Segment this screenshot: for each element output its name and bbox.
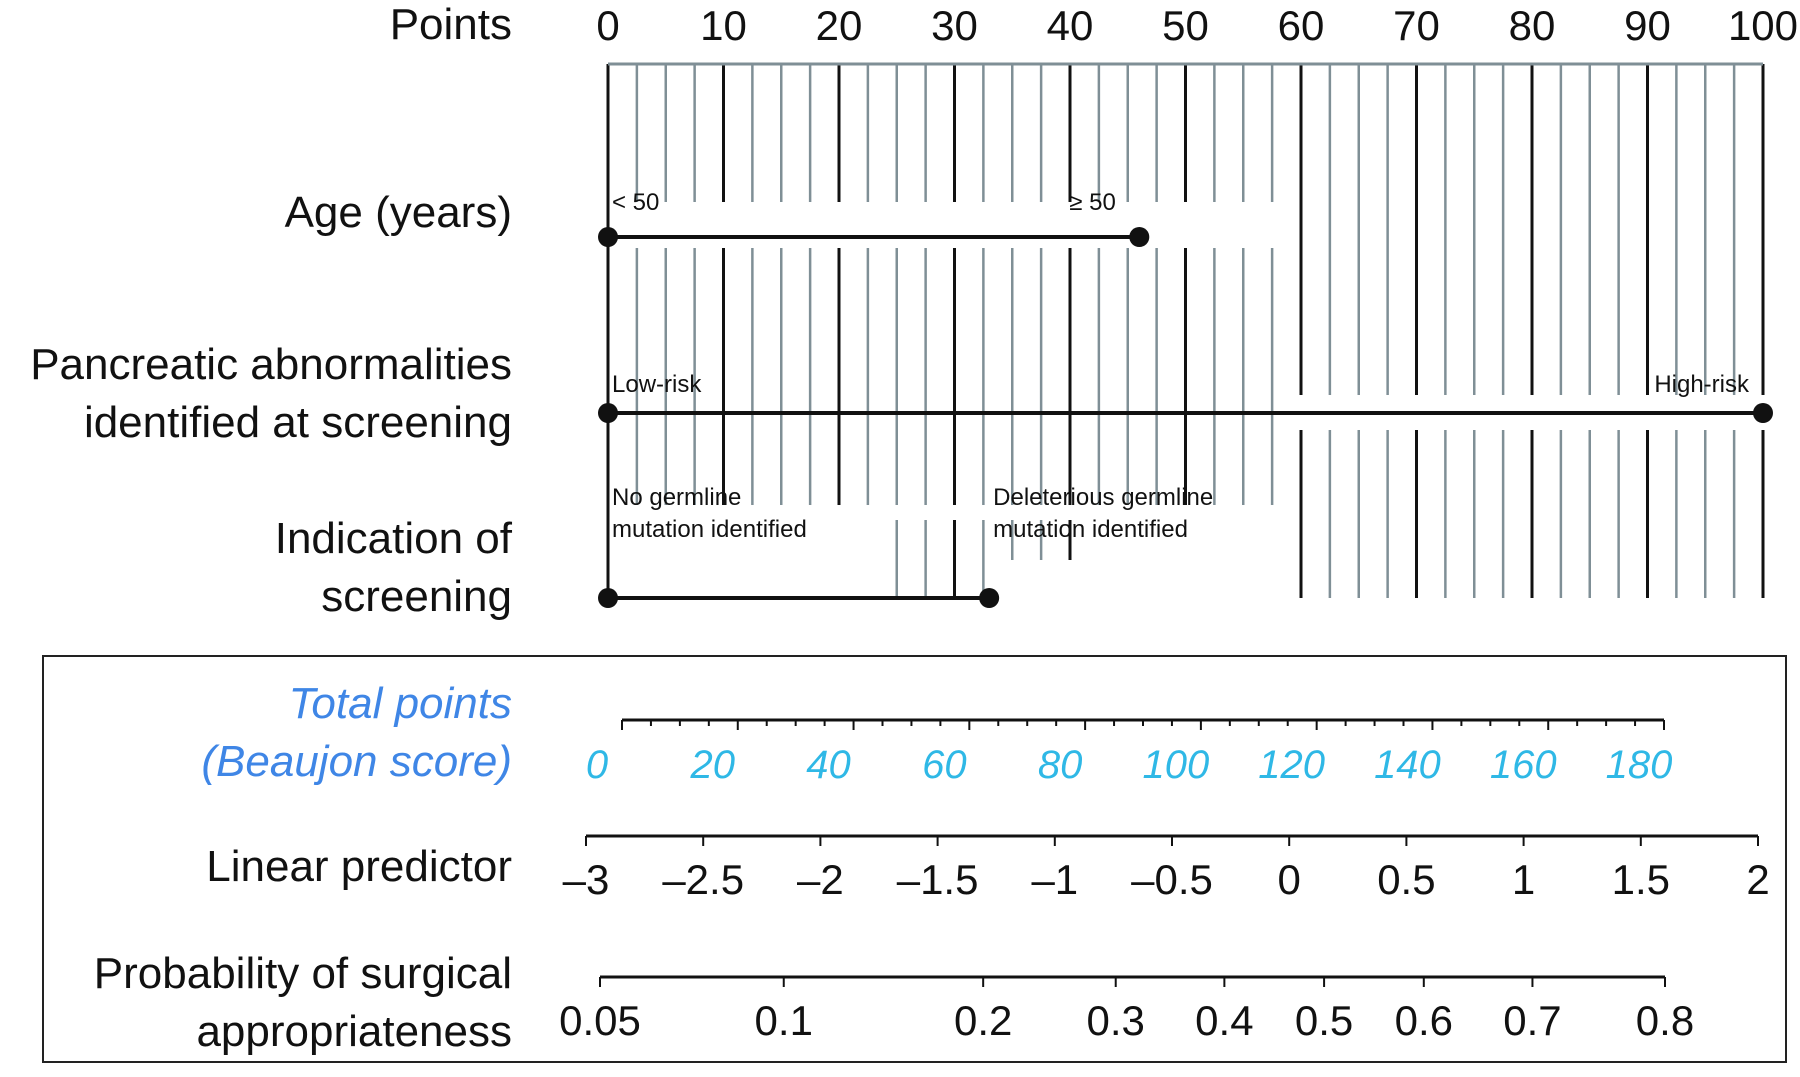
linear-predictor-tick-label: –2.5	[662, 856, 744, 903]
linear-predictor-tick-label: 1.5	[1612, 856, 1670, 903]
points-tick-label: 70	[1393, 2, 1440, 49]
level-label: mutation identified	[612, 516, 807, 543]
points-tick-label: 40	[1047, 2, 1094, 49]
linear-predictor-tick-label: –1	[1031, 856, 1078, 903]
total-points-tick-label: 180	[1606, 743, 1673, 787]
probability-tick-label: 0.8	[1636, 997, 1694, 1044]
probability-tick-label: 0.1	[755, 997, 813, 1044]
level-label: Low-risk	[612, 371, 702, 398]
points-tick-label: 0	[596, 2, 619, 49]
probability-tick-label: 0.2	[954, 997, 1012, 1044]
total-points-label: Total points (Beaujon score)	[201, 679, 512, 786]
probability-tick-label: 0.4	[1195, 997, 1253, 1044]
probability-tick-label: 0.7	[1503, 997, 1561, 1044]
level-label: Deleterious germline	[993, 484, 1213, 511]
linear-predictor-tick-label: 0	[1278, 856, 1301, 903]
level-point	[979, 588, 1000, 608]
linear-predictor-tick-label: –0.5	[1131, 856, 1213, 903]
total-points-tick-label: 60	[922, 743, 967, 787]
linear-predictor-tick-label: 0.5	[1377, 856, 1435, 903]
level-point	[1753, 403, 1773, 423]
total-points-tick-label: 100	[1143, 743, 1210, 787]
linear-predictor-label: Linear predictor	[206, 842, 512, 891]
level-point	[598, 227, 618, 247]
total-points-tick-label: 120	[1258, 743, 1325, 787]
points-tick-label: 100	[1728, 2, 1798, 49]
points-tick-label: 60	[1278, 2, 1325, 49]
points-tick-label: 80	[1509, 2, 1556, 49]
level-label: No germline	[612, 484, 741, 511]
bottom-scales-box	[42, 655, 1787, 1063]
linear-predictor-tick-label: –3	[563, 856, 610, 903]
linear-predictor-tick-label: –1.5	[897, 856, 979, 903]
total-points-tick-label: 80	[1038, 743, 1083, 787]
points-tick-label: 30	[931, 2, 978, 49]
total-points-tick-label: 140	[1374, 743, 1441, 787]
level-label: < 50	[612, 189, 659, 216]
pancreatic-abnormalities-label: Pancreatic abnormalities identified at sc…	[30, 340, 512, 447]
level-point	[598, 588, 618, 608]
level-label: mutation identified	[993, 516, 1188, 543]
probability-tick-label: 0.3	[1087, 997, 1145, 1044]
indication-of-screening-label: Indication of screening	[274, 514, 512, 621]
level-point	[598, 403, 618, 423]
probability-tick-label: 0.05	[559, 997, 641, 1044]
points-tick-label: 50	[1162, 2, 1209, 49]
points-axis-label: Points	[389, 0, 512, 49]
linear-predictor-tick-label: 2	[1746, 856, 1769, 903]
probability-tick-label: 0.6	[1395, 997, 1453, 1044]
probability-label: Probability of surgical appropriateness	[93, 949, 512, 1056]
level-label: High-risk	[1654, 371, 1750, 398]
probability-tick-label: 0.5	[1295, 997, 1353, 1044]
linear-predictor-tick-label: 1	[1512, 856, 1535, 903]
level-point	[1129, 227, 1150, 247]
points-tick-label: 10	[700, 2, 747, 49]
total-points-tick-label: 160	[1490, 743, 1557, 787]
age-label: Age (years)	[284, 188, 512, 237]
points-tick-label: 90	[1624, 2, 1671, 49]
linear-predictor-tick-label: –2	[797, 856, 844, 903]
level-label: ≥ 50	[1069, 189, 1116, 216]
total-points-tick-label: 0	[586, 743, 608, 787]
total-points-tick-label: 40	[806, 743, 851, 787]
points-tick-label: 20	[816, 2, 863, 49]
total-points-tick-label: 20	[690, 743, 736, 787]
